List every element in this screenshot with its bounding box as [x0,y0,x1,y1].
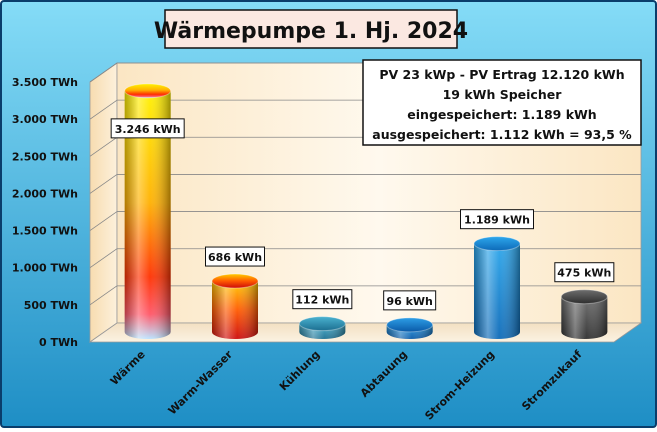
annotation-line: eingespeichert: 1.189 kWh [407,107,596,122]
data-label: 475 kWh [557,267,611,280]
y-tick-label: 0 TWh [39,336,78,349]
bar-shading [212,281,258,339]
y-tick-label: 3.000 TWh [12,113,78,126]
grid-line-side [89,99,118,120]
grid-line-side [89,248,118,269]
grid-line-side [89,285,118,306]
y-tick-label: 1.000 TWh [12,262,78,275]
bar-shading [124,90,171,339]
bar-top [560,289,608,305]
annotation-line: PV 23 kWp - PV Ertrag 12.120 kWh [379,67,624,82]
grid-lines [89,62,641,306]
title-box [164,9,458,49]
data-label-box [205,246,265,267]
bar [124,83,172,339]
bar-shading [561,296,608,339]
data-label-box [110,118,185,139]
data-label-box [292,289,353,310]
bar-top [386,317,434,333]
bar-top [473,236,521,252]
bar [298,316,346,339]
plot-side-wall [89,62,118,343]
data-label: 112 kWh [295,294,349,307]
bar [560,289,608,339]
bar [386,317,434,339]
bar-shading [474,243,520,339]
bars [124,83,608,339]
y-axis-ticks: 0 TWh 500 TWh 1.000 TWh 1.500 TWh 2.000 TWh 2… [12,76,78,349]
grid-line-side [89,62,118,83]
grid-line-side [89,211,118,231]
chart-title: Wärmepumpe 1. Hj. 2024 [154,19,468,44]
annotation-box [362,59,642,146]
y-tick-label: 1.500 TWh [12,225,78,238]
y-tick-label: 500 TWh [24,299,78,312]
y-tick-label: 2.500 TWh [12,150,78,163]
data-label-box [554,262,615,283]
data-label-box [383,290,437,311]
data-label-box [460,209,534,230]
annotation-line: ausgespeichert: 1.112 kWh = 93,5 % [372,127,632,142]
data-labels: 3.246 kWh 686 kWh 112 kWh 96 kWh 1.189 kWh 47… [110,118,615,311]
bar-top [211,273,259,289]
bar [473,236,521,339]
data-label: 3.246 kWh [115,123,181,136]
bar-top [298,316,346,332]
y-tick-label: 3.500 TWh [12,76,78,89]
y-tick-label: 2.000 TWh [12,187,78,200]
bar [211,273,259,339]
data-label: 686 kWh [208,251,262,264]
bar-top [124,83,172,99]
data-label: 1.189 kWh [464,214,530,227]
plot-floor [88,322,643,343]
annotation-text: PV 23 kWp - PV Ertrag 12.120 kWh 19 kWh S… [372,67,632,142]
grid-line-side [89,136,118,157]
grid-line-side [89,174,118,194]
annotation-line: 19 kWh Speicher [443,87,563,102]
data-label: 96 kWh [386,295,432,308]
